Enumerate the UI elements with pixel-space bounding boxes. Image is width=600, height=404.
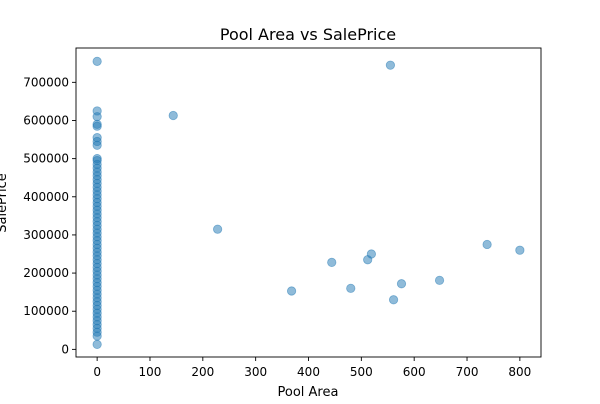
y-tick-label: 400000 [23, 190, 69, 204]
data-point [92, 339, 102, 350]
data-point [92, 56, 102, 66]
x-tick-label: 200 [191, 365, 214, 379]
x-tick-label: 500 [350, 365, 373, 379]
data-point [168, 110, 178, 121]
axes: 0 100 200 300 400 500 600 700 800 0 100000 200000 30… [23, 47, 542, 379]
data-point [515, 245, 525, 255]
x-tick-label: 400 [297, 365, 320, 379]
x-axis-label: Pool Area [278, 385, 339, 400]
data-point [482, 239, 492, 250]
data-point [92, 331, 102, 341]
x-tick-label: 700 [456, 365, 479, 379]
data-point [385, 60, 395, 70]
chart-title: Pool Area vs SalePrice [220, 25, 396, 44]
data-point [327, 257, 337, 267]
data-point [366, 249, 376, 259]
y-tick-label: 600000 [23, 113, 69, 127]
x-tick-label: 300 [244, 365, 267, 379]
data-point [346, 283, 356, 293]
data-point [286, 286, 297, 296]
y-tick-label: 0 [61, 342, 69, 356]
y-axis-label: SalePrice [0, 173, 10, 233]
y-tick-label: 700000 [23, 75, 69, 89]
data-point [388, 295, 399, 305]
data-point [92, 140, 102, 150]
y-tick-label: 300000 [23, 228, 69, 242]
plot-area [92, 56, 525, 350]
x-tick-label: 600 [403, 365, 426, 379]
y-tick-label: 200000 [23, 266, 69, 280]
data-point [92, 121, 102, 131]
x-tick-label: 800 [508, 365, 531, 379]
y-tick-label: 100000 [23, 304, 69, 318]
y-tick-label: 500000 [23, 152, 69, 166]
x-tick-label: 100 [139, 365, 162, 379]
data-point [213, 224, 223, 234]
data-point [396, 279, 407, 289]
data-point [434, 275, 445, 285]
data-point [92, 112, 102, 122]
x-tick-label: 0 [93, 365, 101, 379]
